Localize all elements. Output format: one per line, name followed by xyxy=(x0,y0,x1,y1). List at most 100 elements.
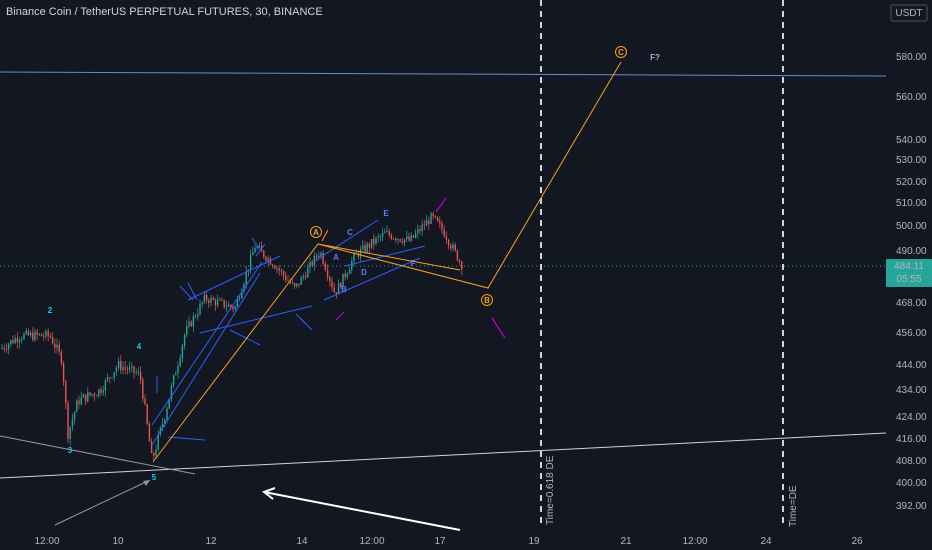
candle-body xyxy=(60,351,63,364)
blue-pointer-arrow xyxy=(179,285,194,301)
candle-body xyxy=(146,404,148,424)
candle-body xyxy=(67,402,69,439)
candle-body xyxy=(3,347,5,349)
candle-body xyxy=(401,241,404,243)
candle-body xyxy=(461,261,463,270)
candle-body xyxy=(128,367,131,371)
candle-body xyxy=(243,283,245,292)
candle-body xyxy=(14,338,16,344)
blue-pointer-arrow xyxy=(255,243,266,257)
candle-body xyxy=(342,273,344,288)
candle-body xyxy=(353,253,355,262)
candle-body xyxy=(170,385,173,399)
x-tick-label: 10 xyxy=(112,536,124,547)
candle-body xyxy=(89,392,91,395)
candle-body xyxy=(98,389,100,396)
candle-body xyxy=(439,220,441,224)
candle-body xyxy=(346,273,349,277)
x-tick-label: 21 xyxy=(620,536,632,547)
candle-body xyxy=(375,237,377,244)
candle-body xyxy=(82,394,85,398)
candle-body xyxy=(168,398,170,409)
candle-body xyxy=(137,371,140,373)
candle-body xyxy=(423,224,426,226)
y-tick-label: 560.00 xyxy=(896,92,927,103)
channel-line xyxy=(151,272,261,446)
candle-body xyxy=(23,333,25,339)
candle-body xyxy=(49,335,52,337)
candle-body xyxy=(18,339,21,343)
candle-body xyxy=(111,377,113,379)
candle-body xyxy=(421,224,423,232)
white-arrow-head xyxy=(261,487,276,500)
candle-body xyxy=(113,372,115,378)
candle-body xyxy=(126,368,129,371)
y-tick-label: 520.00 xyxy=(896,177,927,188)
candle-body xyxy=(7,344,10,350)
candle-body xyxy=(311,261,313,266)
candle-body xyxy=(289,280,291,284)
resistance-line xyxy=(0,71,887,77)
candle-body xyxy=(106,377,109,381)
candle-body xyxy=(280,270,283,272)
candle-body xyxy=(177,365,179,374)
candle-body xyxy=(161,423,164,428)
candle-body xyxy=(21,338,23,340)
candle-body xyxy=(100,389,102,393)
candle-body xyxy=(227,304,230,307)
candle-body xyxy=(203,294,206,303)
candle-body xyxy=(322,252,324,264)
candle-body xyxy=(282,271,285,276)
candle-body xyxy=(139,371,142,380)
y-tick-label: 510.00 xyxy=(896,198,927,209)
blue-pointer-arrow xyxy=(295,313,306,324)
candle-body xyxy=(87,392,89,402)
candle-body xyxy=(29,332,32,336)
candle-body xyxy=(102,390,104,393)
candle-body xyxy=(348,269,351,274)
candle-body xyxy=(454,244,456,251)
candle-body xyxy=(56,344,58,348)
candle-body xyxy=(232,306,234,310)
y-tick-label: 400.00 xyxy=(896,478,927,489)
candle-body xyxy=(430,213,432,224)
candle-body xyxy=(340,283,342,288)
candle-body xyxy=(335,292,338,295)
candle-body xyxy=(234,306,236,310)
candle-body xyxy=(109,377,111,379)
candle-body xyxy=(84,394,87,402)
candle-body xyxy=(456,250,459,261)
candle-body xyxy=(236,298,239,307)
candle-body xyxy=(434,215,437,218)
candle-body xyxy=(443,229,445,237)
candle-body xyxy=(315,255,318,257)
wave-label: 2 xyxy=(48,306,53,315)
candle-body xyxy=(309,261,311,268)
wave-label: D xyxy=(361,268,367,277)
candle-body xyxy=(45,330,47,337)
wave-a-arrow xyxy=(321,229,329,242)
candle-body xyxy=(410,235,412,241)
circled-wave-label: A xyxy=(313,228,319,237)
candle-body xyxy=(267,258,269,261)
candle-body xyxy=(408,236,410,241)
candle-body xyxy=(181,345,184,358)
candle-body xyxy=(412,235,415,238)
y-tick-label: 490.00 xyxy=(896,246,927,257)
diagonal-arrow-line xyxy=(54,479,151,526)
candle-body xyxy=(80,397,82,405)
y-tick-label: 468.00 xyxy=(896,298,927,309)
channel-line xyxy=(151,261,263,426)
chart-title: Binance Coin / TetherUS PERPETUAL FUTURE… xyxy=(6,6,323,18)
candle-body xyxy=(51,336,54,344)
circled-wave-label: B xyxy=(484,296,490,305)
candle-body xyxy=(27,330,30,336)
candle-body xyxy=(337,283,340,295)
candle-body xyxy=(333,287,335,293)
candle-body xyxy=(313,255,316,266)
candle-body xyxy=(25,330,27,334)
candle-body xyxy=(144,398,146,405)
candle-body xyxy=(54,343,56,348)
time-marker-label: Time=0.618 DE xyxy=(545,455,556,525)
